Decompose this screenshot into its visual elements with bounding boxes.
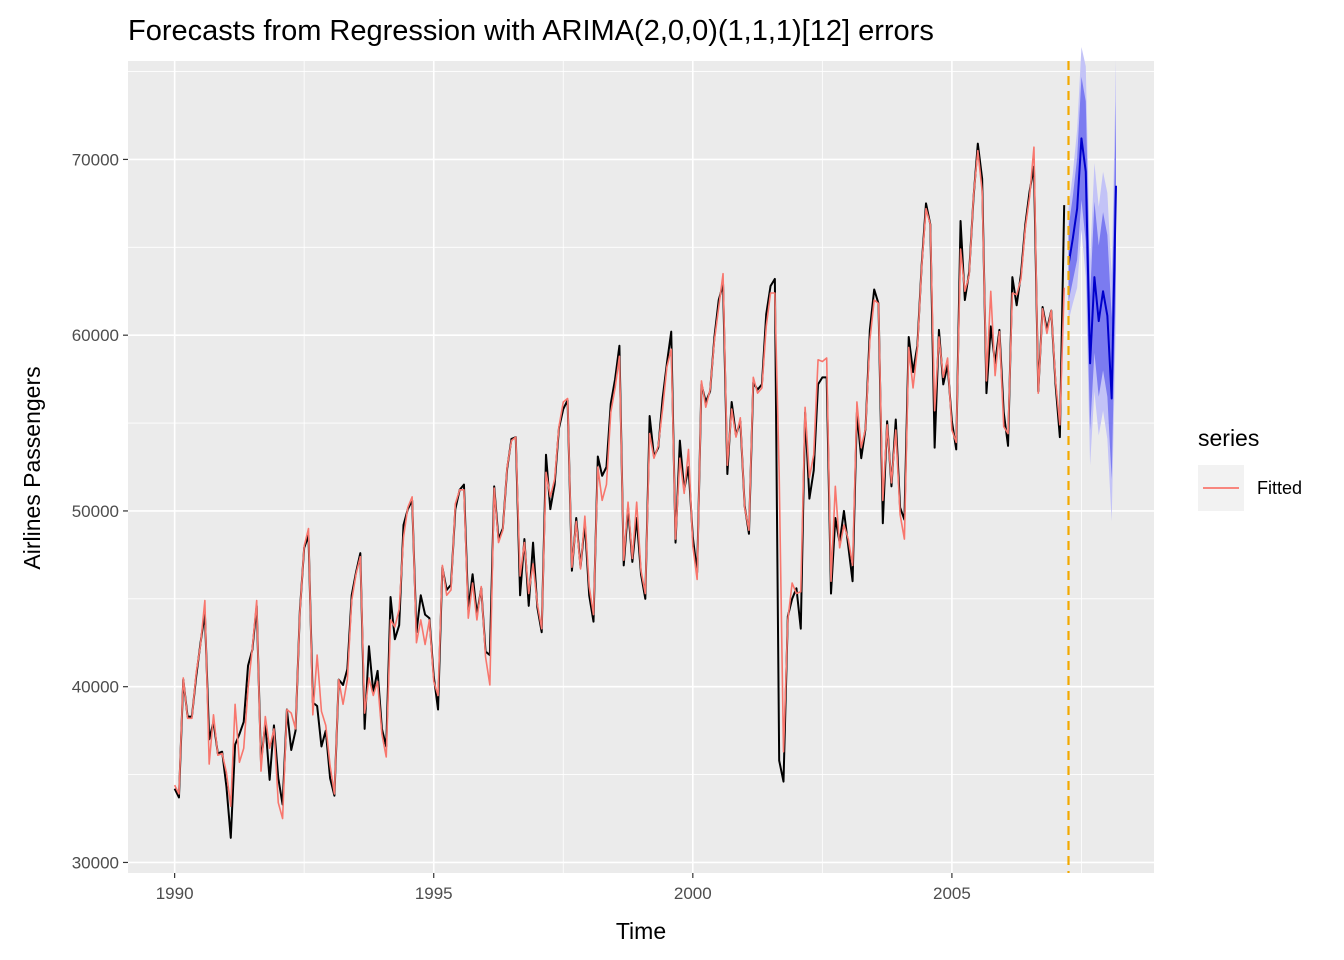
x-tick-label: 1995 [415,884,453,903]
major-gridlines [128,61,1154,873]
y-axis-ticks: 30000 40000 50000 60000 70000 [72,150,128,872]
y-tick-label: 30000 [72,853,119,872]
prediction-interval-80 [1068,76,1116,480]
plot-panel [128,61,1154,873]
y-axis-title: Airlines Passengers [19,366,45,569]
chart-title: Forecasts from Regression with ARIMA(2,0… [128,15,934,47]
series-layer [173,137,1117,839]
y-tick-label: 50000 [72,502,119,521]
x-axis-title: Time [616,918,666,944]
pi80-band [1068,76,1116,480]
x-tick-label: 2005 [933,884,971,903]
y-tick-label: 70000 [72,150,119,169]
x-tick-label: 1990 [156,884,194,903]
actual-series-line [173,142,1066,839]
y-tick-label: 60000 [72,326,119,345]
legend-label-fitted: Fitted [1257,478,1302,498]
y-tick-label: 40000 [72,678,119,697]
legend-title: series [1198,425,1259,451]
forecast-series-line [1067,137,1117,400]
x-axis-ticks: 1990 1995 2000 2005 [156,873,971,903]
fitted-series-line [173,146,1065,820]
legend: series Fitted [1198,425,1302,511]
x-tick-label: 2000 [674,884,712,903]
